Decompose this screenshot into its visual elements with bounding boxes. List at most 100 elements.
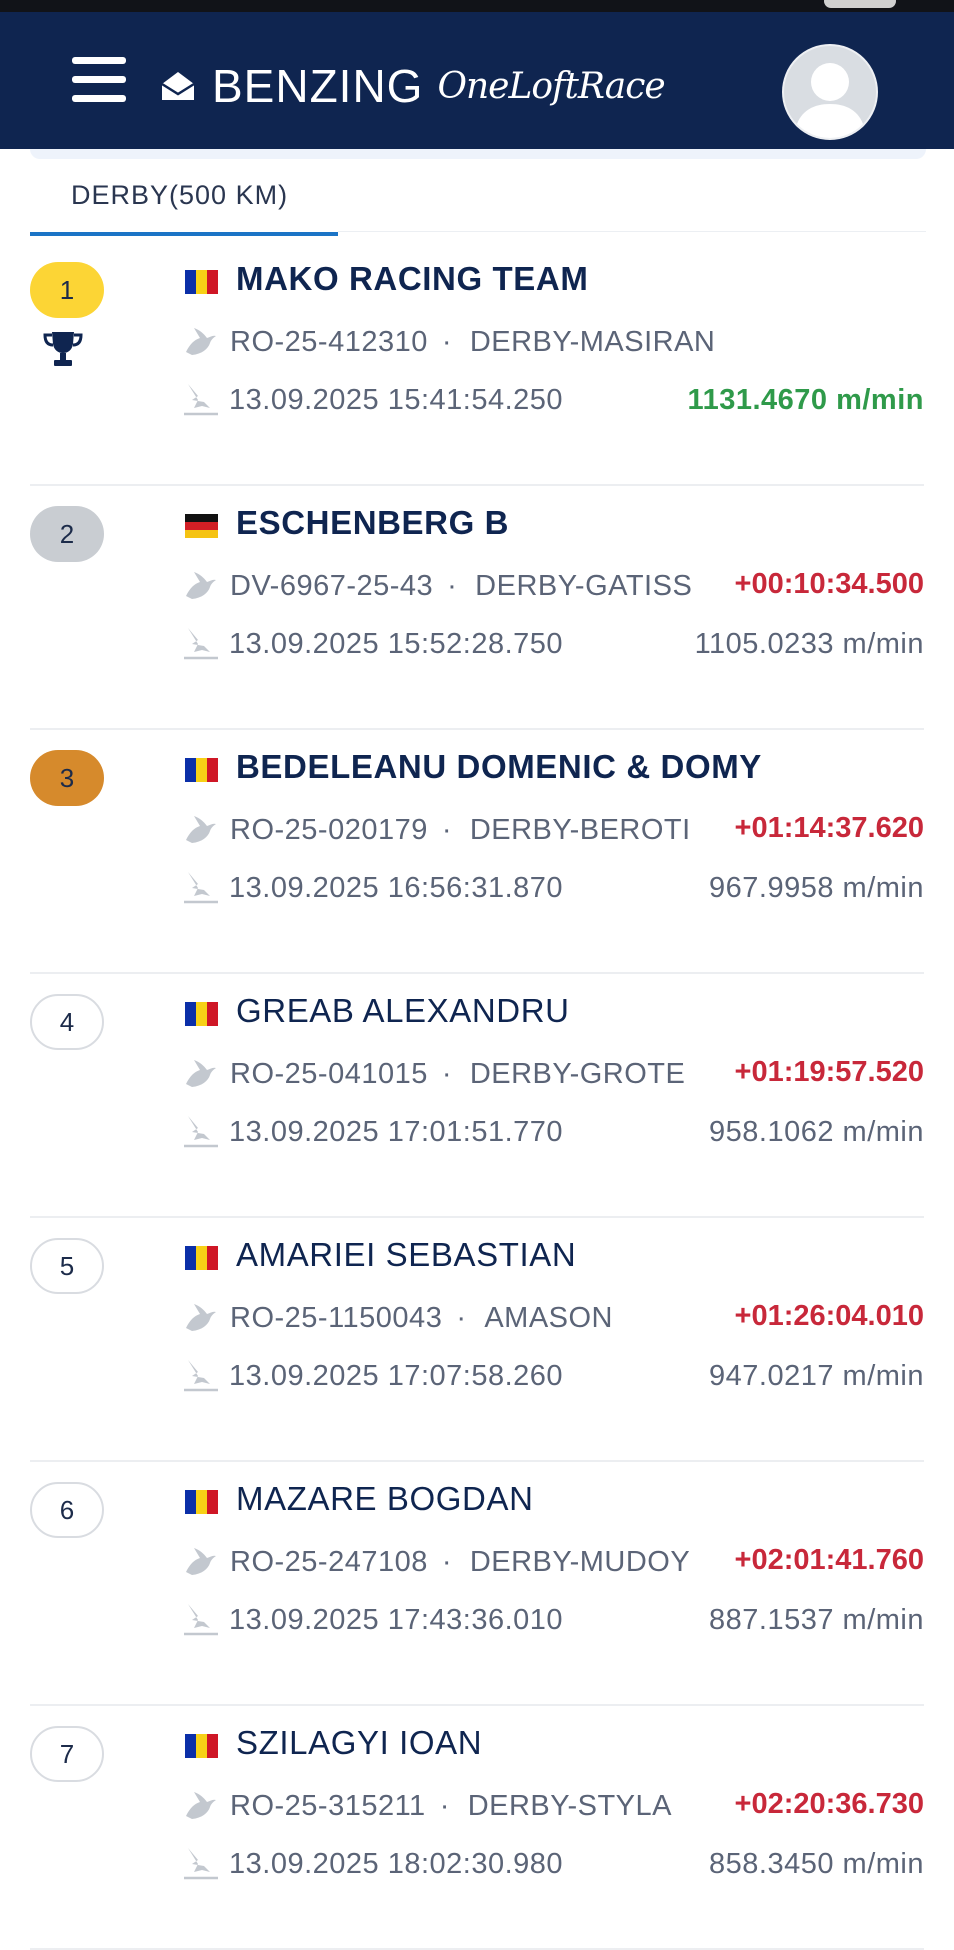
fancier-name[interactable]: GREAB ALEXANDRU	[236, 992, 570, 1029]
loft-name: DERBY-MASIRAN	[469, 326, 716, 358]
landing-icon	[180, 866, 220, 906]
rank-badge: 5	[30, 1238, 104, 1294]
time-difference: +02:20:36.730	[734, 1788, 924, 1820]
landing-icon	[180, 1110, 220, 1150]
separator-dot: ·	[447, 570, 457, 602]
row-divider	[30, 1704, 924, 1706]
separator-dot: ·	[441, 1058, 452, 1090]
avatar-silhouette	[794, 63, 866, 138]
separator-dot: ·	[441, 814, 452, 846]
pigeon-icon	[180, 566, 220, 606]
result-row[interactable]: 7 SZILAGYI IOAN RO-25-315211 · DERBY-STYLA +0…	[0, 1706, 954, 1950]
result-row[interactable]: 2 ESCHENBERG B DV-6967-25-43 · DERBY-GATISS +…	[0, 486, 954, 730]
rank-badge: 6	[30, 1482, 104, 1538]
rank-badge: 2	[30, 506, 104, 562]
rank-badge: 3	[30, 750, 104, 806]
benzing-logo-icon	[161, 72, 195, 100]
fancier-name[interactable]: BEDELEANU DOMENIC & DOMY	[236, 748, 762, 785]
result-row[interactable]: 5 AMARIEI SEBASTIAN RO-25-1150043 · AMASON +0…	[0, 1218, 954, 1462]
arrival-time: 13.09.2025 17:01:51.770	[229, 1116, 564, 1148]
ring-number[interactable]: RO-25-315211	[230, 1790, 426, 1822]
status-bar	[0, 0, 954, 12]
trophy-icon	[42, 328, 84, 370]
landing-icon	[180, 378, 220, 418]
time-difference: +01:19:57.520	[734, 1056, 924, 1088]
flag-ro-icon	[185, 270, 218, 294]
result-row[interactable]: 1 MAKO RACING TEAM RO-25-412310 · DERBY-MASI…	[0, 242, 954, 486]
flag-ro-icon	[185, 758, 218, 782]
ring-number[interactable]: RO-25-1150043	[230, 1302, 443, 1334]
flag-ro-icon	[185, 1246, 218, 1270]
separator-dot: ·	[441, 326, 452, 358]
arrival-time: 13.09.2025 18:02:30.980	[229, 1848, 564, 1880]
separator-dot: ·	[441, 1546, 452, 1578]
flag-ro-icon	[185, 1002, 218, 1026]
velocity: 967.9958 m/min	[709, 872, 924, 904]
status-pill	[824, 0, 896, 8]
arrival-time: 13.09.2025 16:56:31.870	[229, 872, 564, 904]
result-row[interactable]: 6 MAZARE BOGDAN RO-25-247108 · DERBY-MUDOY +0…	[0, 1462, 954, 1706]
loft-name: DERBY-BEROTI	[469, 814, 691, 846]
fancier-name[interactable]: ESCHENBERG B	[236, 504, 510, 541]
landing-icon	[180, 1598, 220, 1638]
separator-dot: ·	[456, 1302, 466, 1334]
fancier-name[interactable]: AMARIEI SEBASTIAN	[236, 1236, 577, 1273]
header-shadow-bar	[30, 149, 926, 159]
brand-logo[interactable]: BENZING OneLoftRace	[158, 56, 666, 116]
ring-number[interactable]: RO-25-247108	[230, 1546, 428, 1578]
pigeon-icon	[180, 1542, 220, 1582]
brand-subtitle: OneLoftRace	[437, 65, 665, 107]
app-header: BENZING OneLoftRace	[0, 12, 954, 149]
tab-derby[interactable]: DERBY(500 KM)	[30, 168, 338, 236]
result-row[interactable]: 4 GREAB ALEXANDRU RO-25-041015 · DERBY-GROTE…	[0, 974, 954, 1218]
arrival-time: 13.09.2025 17:07:58.260	[229, 1360, 564, 1392]
velocity: 958.1062 m/min	[709, 1116, 924, 1148]
pigeon-icon	[180, 1054, 220, 1094]
pigeon-icon	[180, 810, 220, 850]
fancier-name[interactable]: MAKO RACING TEAM	[236, 260, 589, 297]
row-divider	[30, 484, 924, 486]
rank-badge: 1	[30, 262, 104, 318]
brand-name: BENZING	[212, 60, 424, 112]
landing-icon	[180, 1842, 220, 1882]
time-difference: +01:26:04.010	[734, 1300, 924, 1332]
velocity: 947.0217 m/min	[709, 1360, 924, 1392]
row-divider	[30, 1460, 924, 1462]
row-divider	[30, 972, 924, 974]
arrival-time: 13.09.2025 17:43:36.010	[229, 1604, 564, 1636]
row-divider	[30, 728, 924, 730]
hamburger-menu-icon[interactable]	[72, 55, 126, 105]
pigeon-icon	[180, 1786, 220, 1826]
ring-number[interactable]: RO-25-020179	[230, 814, 428, 846]
flag-ro-icon	[185, 1490, 218, 1514]
arrival-time: 13.09.2025 15:41:54.250	[229, 384, 564, 416]
landing-icon	[180, 622, 220, 662]
pigeon-icon	[180, 322, 220, 362]
fancier-name[interactable]: SZILAGYI IOAN	[236, 1724, 483, 1761]
ring-number[interactable]: DV-6967-25-43	[230, 570, 434, 602]
loft-name: DERBY-STYLA	[467, 1790, 672, 1822]
ring-number[interactable]: RO-25-412310	[230, 326, 428, 358]
velocity: 887.1537 m/min	[709, 1604, 924, 1636]
loft-name: AMASON	[484, 1302, 613, 1334]
rank-badge: 4	[30, 994, 104, 1050]
time-difference: +00:10:34.500	[734, 568, 924, 600]
velocity: 1131.4670 m/min	[687, 384, 924, 416]
loft-name: DERBY-MUDOY	[469, 1546, 691, 1578]
velocity: 858.3450 m/min	[709, 1848, 924, 1880]
time-difference: +02:01:41.760	[734, 1544, 924, 1576]
ring-number[interactable]: RO-25-041015	[230, 1058, 428, 1090]
flag-de-icon	[185, 514, 218, 538]
arrival-time: 13.09.2025 15:52:28.750	[229, 628, 564, 660]
tab-derby-label: DERBY(500 KM)	[71, 180, 289, 210]
rank-badge: 7	[30, 1726, 104, 1782]
loft-name: DERBY-GATISS	[475, 570, 693, 602]
pigeon-icon	[180, 1298, 220, 1338]
fancier-name[interactable]: MAZARE BOGDAN	[236, 1480, 534, 1517]
separator-dot: ·	[439, 1790, 450, 1822]
tab-divider	[338, 231, 926, 232]
time-difference: +01:14:37.620	[734, 812, 924, 844]
result-row[interactable]: 3 BEDELEANU DOMENIC & DOMY RO-25-020179 · DE…	[0, 730, 954, 974]
landing-icon	[180, 1354, 220, 1394]
user-avatar-icon[interactable]	[782, 44, 878, 140]
